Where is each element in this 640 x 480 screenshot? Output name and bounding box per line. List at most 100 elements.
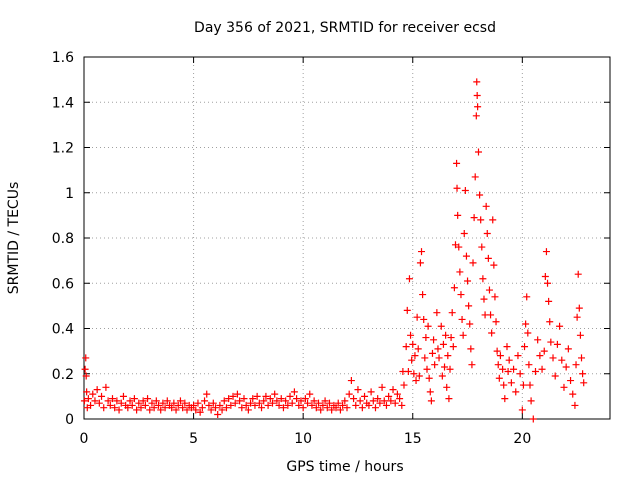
data-point bbox=[522, 320, 530, 328]
data-point bbox=[297, 397, 305, 405]
data-point bbox=[531, 367, 539, 375]
data-point bbox=[415, 372, 423, 380]
data-point bbox=[447, 334, 455, 342]
data-point bbox=[249, 395, 257, 403]
data-points-layer bbox=[80, 78, 588, 423]
data-point bbox=[356, 397, 364, 405]
data-point bbox=[264, 401, 272, 409]
data-point bbox=[365, 401, 373, 409]
data-point bbox=[139, 397, 147, 405]
data-point bbox=[503, 343, 511, 351]
y-tick-label: 0.6 bbox=[52, 276, 74, 292]
data-point bbox=[529, 415, 537, 423]
data-point bbox=[106, 401, 114, 409]
data-point bbox=[382, 401, 390, 409]
data-point bbox=[339, 401, 347, 409]
data-point bbox=[448, 309, 456, 317]
data-point bbox=[170, 399, 178, 407]
data-point bbox=[414, 345, 422, 353]
y-tick-label: 1.4 bbox=[52, 95, 74, 111]
data-point bbox=[350, 395, 358, 403]
y-tick-label: 0.2 bbox=[52, 367, 74, 383]
data-point bbox=[469, 259, 477, 267]
y-tick-label: 0 bbox=[65, 412, 74, 428]
data-point bbox=[130, 395, 138, 403]
data-point bbox=[483, 229, 491, 237]
data-point bbox=[168, 404, 176, 412]
data-point bbox=[192, 406, 200, 414]
data-point bbox=[518, 406, 526, 414]
data-point bbox=[247, 399, 255, 407]
data-point bbox=[437, 322, 445, 330]
data-point bbox=[454, 211, 462, 219]
data-point bbox=[220, 397, 228, 405]
data-point bbox=[393, 390, 401, 398]
data-point bbox=[82, 372, 90, 380]
data-point bbox=[135, 399, 143, 407]
data-point bbox=[540, 347, 548, 355]
data-point bbox=[538, 365, 546, 373]
data-point bbox=[174, 401, 182, 409]
data-point bbox=[492, 318, 500, 326]
data-point bbox=[284, 401, 292, 409]
data-point bbox=[473, 91, 481, 99]
data-point bbox=[579, 370, 587, 378]
data-point bbox=[328, 406, 336, 414]
data-point bbox=[410, 370, 418, 378]
data-point bbox=[157, 406, 165, 414]
data-point bbox=[507, 379, 515, 387]
data-point bbox=[332, 404, 340, 412]
data-point bbox=[367, 388, 375, 396]
x-tick-label: 0 bbox=[80, 431, 89, 447]
data-point bbox=[396, 395, 404, 403]
data-point bbox=[458, 315, 466, 323]
data-point bbox=[87, 401, 95, 409]
grid-layer bbox=[84, 57, 610, 419]
data-point bbox=[198, 404, 206, 412]
data-point bbox=[82, 354, 90, 362]
data-point bbox=[496, 352, 504, 360]
data-point bbox=[576, 331, 584, 339]
data-point bbox=[293, 395, 301, 403]
data-point bbox=[345, 390, 353, 398]
data-point bbox=[128, 401, 136, 409]
data-point bbox=[380, 397, 388, 405]
data-point bbox=[205, 401, 213, 409]
data-point bbox=[431, 361, 439, 369]
data-point bbox=[536, 352, 544, 360]
x-tick-label: 20 bbox=[513, 431, 531, 447]
data-point bbox=[547, 338, 555, 346]
data-point bbox=[409, 340, 417, 348]
data-point bbox=[500, 381, 508, 389]
data-point bbox=[209, 399, 217, 407]
data-point bbox=[201, 397, 209, 405]
data-point bbox=[442, 331, 450, 339]
data-point bbox=[441, 363, 449, 371]
data-point bbox=[534, 336, 542, 344]
data-point bbox=[425, 374, 433, 382]
data-point bbox=[95, 399, 103, 407]
data-point bbox=[574, 270, 582, 278]
data-point bbox=[113, 397, 121, 405]
data-point bbox=[319, 401, 327, 409]
data-point bbox=[475, 148, 482, 156]
data-point bbox=[416, 259, 424, 267]
data-point bbox=[471, 173, 479, 181]
data-point bbox=[501, 395, 509, 403]
data-point bbox=[288, 399, 296, 407]
data-point bbox=[470, 214, 478, 222]
data-point bbox=[418, 248, 426, 256]
data-point bbox=[336, 406, 344, 414]
data-point bbox=[549, 354, 557, 362]
data-point bbox=[358, 404, 366, 412]
data-point bbox=[551, 372, 559, 380]
data-point bbox=[468, 361, 476, 369]
data-point bbox=[108, 395, 116, 403]
data-point bbox=[489, 216, 497, 224]
data-point bbox=[253, 392, 261, 400]
data-point bbox=[494, 361, 502, 369]
data-point bbox=[411, 352, 419, 360]
data-point bbox=[426, 388, 434, 396]
data-point bbox=[521, 343, 529, 351]
data-point bbox=[387, 397, 395, 405]
